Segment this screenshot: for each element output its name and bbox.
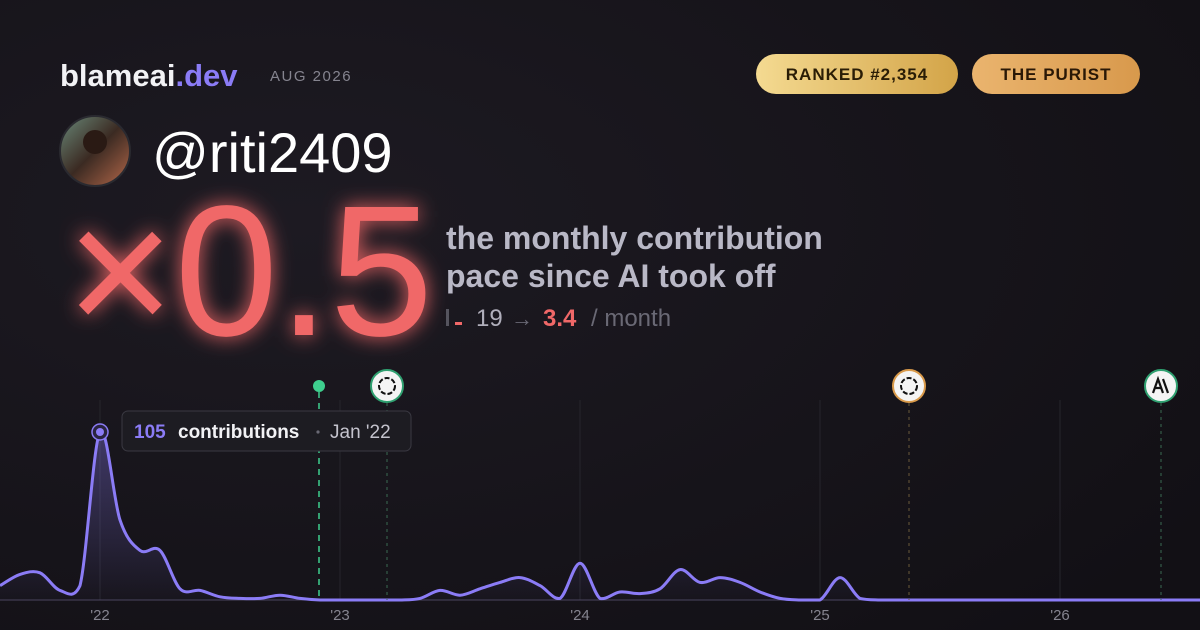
- line: [0, 429, 1200, 602]
- x-tick-label: '26: [1050, 607, 1070, 624]
- avatar-face: [83, 130, 107, 154]
- icon-before: [446, 309, 449, 326]
- event-dot: [313, 380, 325, 392]
- x-tick-label: '23: [330, 607, 350, 624]
- event-glyph: [1151, 375, 1170, 394]
- tooltip: 105 contributions Jan '22: [121, 410, 412, 452]
- tooltip-box: [121, 410, 412, 452]
- x-tick-label: '22: [90, 607, 110, 624]
- multiplier: ×0.5: [66, 168, 433, 375]
- chart: '22 '23 '24 '25 '26: [0, 400, 1200, 624]
- separator: [316, 430, 320, 434]
- tooltip-label: contributions: [178, 422, 299, 443]
- event-glyph: [378, 377, 396, 395]
- badge-label: THE PURIST: [1000, 65, 1111, 84]
- period: AUG 2026: [270, 68, 352, 85]
- tooltip-date: Jan '22: [330, 422, 391, 443]
- x-tick-label: '25: [810, 607, 830, 624]
- after-value: 3.4: [543, 305, 577, 332]
- x-tick-label: '24: [570, 607, 590, 624]
- brand-tld: .dev: [175, 58, 238, 93]
- brand-name: blameai: [60, 58, 175, 93]
- arrow: →: [511, 306, 533, 331]
- tooltip-value: 105: [134, 422, 166, 443]
- badge-label: RANKED #2,354: [786, 65, 928, 84]
- area: [0, 430, 1200, 600]
- caption-line: pace since AI took off: [446, 258, 776, 294]
- icon-after: [455, 322, 462, 325]
- unit: / month: [591, 305, 671, 332]
- badge: [756, 54, 958, 94]
- event-glyph: [900, 377, 918, 395]
- badge: [972, 54, 1140, 94]
- before-value: 19: [476, 305, 503, 332]
- point: [96, 428, 104, 436]
- handle: @riti2409: [152, 121, 393, 184]
- brand: blameai.dev: [60, 58, 238, 93]
- event-icon: [892, 369, 926, 403]
- caption-line: the monthly contribution: [446, 220, 823, 256]
- event-icon: [370, 369, 404, 403]
